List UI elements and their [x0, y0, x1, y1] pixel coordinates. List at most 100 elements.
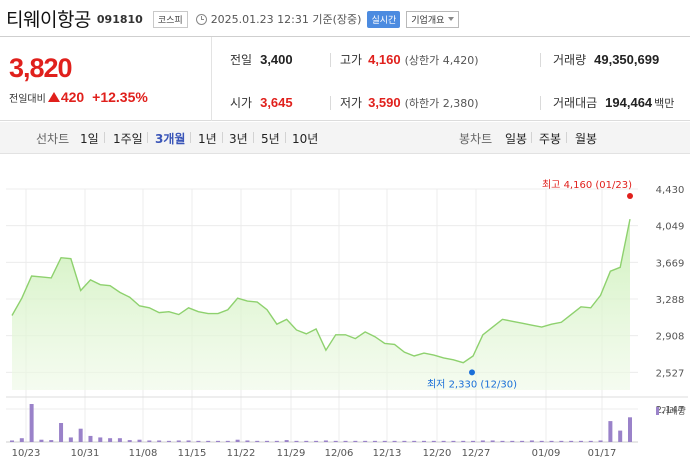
realtime-badge[interactable]: 실시간	[367, 10, 401, 28]
upper-limit: (상한가 4,420)	[404, 54, 479, 67]
volume-bar	[314, 440, 319, 442]
candle-chart-label: 봉차트	[459, 132, 493, 146]
volume-bar	[245, 440, 250, 442]
stat-label: 거래대금	[553, 96, 598, 110]
chevron-down-icon	[448, 17, 455, 21]
volume-bar	[10, 440, 14, 442]
volume-bar	[206, 440, 211, 442]
volume-bar	[412, 440, 417, 442]
volume-bar	[392, 440, 397, 442]
volume-bar	[78, 428, 83, 442]
divider	[330, 53, 331, 67]
volume-bar	[608, 421, 613, 442]
x-tick-label: 12/20	[423, 448, 452, 459]
volume-bar	[39, 439, 44, 442]
stat-label: 고가	[340, 53, 363, 67]
company-info-label: 기업개요	[411, 15, 445, 26]
tab-1w[interactable]: 1주일	[113, 132, 143, 146]
tab-monthly-candle[interactable]: 월봉	[575, 132, 598, 146]
stat-open: 시가 3,645	[230, 94, 293, 111]
volume-bar	[471, 440, 476, 442]
volume-bar	[98, 437, 103, 442]
y-tick-label: 4,430	[656, 185, 685, 196]
stat-volume: 거래량 49,350,699	[553, 51, 659, 68]
price-summary: 3,820 전일대비 420 +12.35%	[0, 37, 212, 121]
volume-bar	[559, 440, 564, 442]
volume-bar	[157, 440, 162, 442]
market-badge: 코스피	[152, 10, 188, 28]
tab-10y[interactable]: 10년	[292, 132, 319, 146]
y-tick-label: 4,049	[656, 222, 685, 233]
y-tick-label: 2,908	[656, 332, 685, 343]
stat-prev-close: 전일 3,400	[230, 51, 293, 68]
volume-bar	[196, 440, 201, 442]
company-info-button[interactable]: 기업개요	[406, 10, 460, 28]
stat-low: 저가 3,590 (하한가 2,380)	[340, 94, 479, 111]
volume-bar	[490, 440, 495, 442]
stat-value: 3,645	[260, 95, 293, 110]
change-percent: +12.35%	[92, 89, 148, 105]
divider	[253, 132, 254, 143]
timestamp: 2025.01.23 12:31 기준(장중)	[210, 13, 362, 26]
stat-label: 거래량	[553, 53, 587, 67]
x-tick-label: 11/22	[227, 448, 256, 459]
volume-bar	[480, 440, 485, 442]
divider	[285, 132, 286, 143]
volume-bar	[68, 437, 73, 442]
volume-bar	[431, 440, 436, 442]
change-amount: 420	[60, 89, 85, 105]
stock-header: 티웨이항공 091810 코스피 2025.01.23 12:31 기준(장중)…	[0, 0, 690, 36]
x-tick-label: 11/29	[277, 448, 306, 459]
x-tick-label: 11/08	[129, 448, 158, 459]
volume-bar	[363, 440, 368, 442]
stat-label: 전일	[230, 53, 253, 67]
change-label: 전일대비	[9, 93, 46, 105]
price-chart[interactable]: 4,430 4,049 3,669 3,288 2,908 2,527 2,147 10/23…	[0, 160, 690, 475]
volume-bar	[569, 440, 574, 442]
line-chart-label: 선차트	[36, 132, 70, 146]
tab-weekly-candle[interactable]: 주봉	[539, 132, 562, 146]
low-annotation: 최저 2,330 (12/30)	[427, 378, 517, 390]
divider	[330, 96, 331, 110]
x-tick-label: 12/13	[373, 448, 402, 459]
tab-1d[interactable]: 1일	[80, 132, 99, 146]
volume-bar	[529, 440, 534, 442]
stock-code: 091810	[96, 13, 143, 26]
stock-name: 티웨이항공	[6, 8, 91, 31]
volume-bar	[628, 417, 632, 442]
volume-bar	[137, 439, 142, 442]
tab-3y[interactable]: 3년	[229, 132, 248, 146]
volume-bar	[127, 440, 132, 442]
change-row: 전일대비 420 +12.35%	[9, 89, 148, 105]
x-tick-label: 01/17	[588, 448, 617, 459]
volume-bar	[353, 440, 358, 442]
volume-bar	[108, 438, 113, 442]
stat-value: 194,464	[605, 95, 653, 110]
tab-3m[interactable]: 3개월	[155, 132, 186, 146]
stat-high: 고가 4,160 (상한가 4,420)	[340, 51, 479, 68]
tab-daily-candle[interactable]: 일봉	[505, 132, 528, 146]
volume-bar	[372, 440, 377, 442]
tab-5y[interactable]: 5년	[261, 132, 280, 146]
divider	[540, 53, 541, 67]
low-marker	[469, 369, 475, 376]
volume-bar	[323, 440, 328, 442]
y-tick-label: 2,527	[656, 368, 685, 379]
price-chart-svg: 4,430 4,049 3,669 3,288 2,908 2,527 2,147 10/23…	[6, 179, 688, 459]
stat-value: 49,350,699	[594, 52, 660, 67]
current-price: 3,820	[9, 53, 73, 83]
tab-1y[interactable]: 1년	[198, 132, 217, 146]
volume-bar	[117, 438, 122, 442]
volume-bar	[186, 440, 191, 442]
volume-bar	[539, 440, 544, 442]
stat-value: 3,400	[260, 52, 293, 67]
volume-bar	[49, 440, 54, 442]
volume-legend-swatch	[656, 407, 659, 415]
y-tick-label: 3,288	[656, 295, 685, 306]
volume-bar	[304, 440, 309, 442]
divider	[540, 96, 541, 110]
volume-bar	[588, 440, 593, 442]
volume-bar	[29, 404, 34, 442]
volume-bar	[255, 440, 260, 442]
volume-bar	[618, 430, 623, 442]
